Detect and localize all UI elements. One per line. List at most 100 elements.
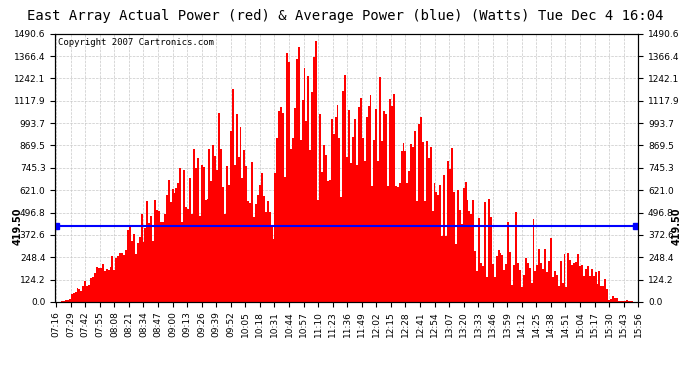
Bar (210, 181, 213, 302)
Bar (504, 270, 505, 302)
Bar (447, 160, 449, 302)
Bar (426, 141, 428, 302)
Bar (317, 200, 319, 302)
Bar (610, 299, 612, 302)
Bar (299, 140, 302, 302)
Bar (354, 119, 356, 302)
Bar (344, 75, 346, 302)
Bar (323, 145, 325, 302)
Bar (583, 276, 585, 302)
Bar (246, 166, 247, 302)
Bar (268, 212, 270, 302)
Bar (189, 178, 191, 302)
Bar (119, 253, 121, 302)
Bar (144, 228, 146, 302)
Bar (208, 149, 210, 302)
Bar (306, 120, 308, 302)
Bar (86, 286, 88, 302)
Bar (424, 201, 426, 302)
Bar (513, 265, 515, 302)
Bar (170, 202, 172, 302)
Bar (337, 105, 339, 302)
Bar (437, 195, 440, 302)
Bar (284, 177, 286, 302)
Bar (121, 253, 123, 302)
Bar (371, 186, 373, 302)
Bar (585, 268, 586, 302)
Bar (154, 200, 156, 302)
Bar (230, 131, 232, 302)
Bar (381, 141, 383, 302)
Bar (495, 255, 497, 302)
Bar (65, 300, 67, 302)
Bar (100, 268, 101, 302)
Bar (143, 242, 144, 302)
Bar (69, 299, 70, 302)
Bar (331, 119, 333, 302)
Bar (137, 243, 139, 302)
Bar (422, 142, 424, 302)
Bar (607, 289, 608, 302)
Bar (366, 117, 368, 302)
Bar (96, 267, 98, 302)
Bar (342, 91, 344, 302)
Bar (546, 272, 548, 302)
Bar (340, 196, 342, 302)
Bar (364, 161, 366, 302)
Bar (614, 298, 616, 302)
Bar (184, 170, 185, 302)
Bar (205, 200, 206, 302)
Bar (482, 266, 484, 302)
Bar (104, 271, 106, 302)
Bar (567, 253, 569, 302)
Bar (490, 217, 492, 302)
Bar (216, 170, 218, 302)
Bar (265, 213, 267, 302)
Bar (129, 225, 131, 302)
Bar (117, 256, 119, 302)
Bar (75, 292, 77, 302)
Bar (224, 214, 226, 302)
Bar (308, 76, 309, 302)
Bar (328, 180, 331, 302)
Bar (455, 244, 457, 302)
Bar (564, 254, 566, 302)
Bar (577, 254, 579, 302)
Bar (571, 266, 573, 302)
Bar (358, 107, 359, 302)
Bar (463, 188, 464, 302)
Bar (608, 300, 610, 302)
Bar (290, 149, 292, 302)
Bar (442, 236, 443, 302)
Bar (461, 225, 463, 302)
Bar (259, 185, 261, 302)
Bar (569, 260, 571, 302)
Bar (474, 251, 476, 302)
Bar (72, 293, 75, 302)
Bar (488, 199, 490, 302)
Bar (232, 89, 234, 302)
Bar (82, 286, 84, 302)
Bar (172, 189, 174, 302)
Bar (346, 157, 348, 302)
Bar (187, 210, 189, 302)
Bar (220, 149, 222, 302)
Bar (237, 156, 239, 302)
Bar (206, 199, 208, 302)
Bar (339, 138, 340, 302)
Bar (288, 62, 290, 302)
Bar (395, 186, 397, 302)
Bar (106, 268, 108, 302)
Bar (244, 150, 246, 302)
Bar (375, 110, 377, 302)
Bar (414, 131, 416, 302)
Bar (408, 171, 411, 302)
Bar (304, 68, 306, 302)
Bar (618, 301, 620, 302)
Bar (311, 92, 313, 302)
Bar (412, 147, 414, 302)
Bar (158, 211, 160, 302)
Bar (562, 283, 564, 302)
Bar (391, 106, 393, 302)
Bar (141, 214, 143, 302)
